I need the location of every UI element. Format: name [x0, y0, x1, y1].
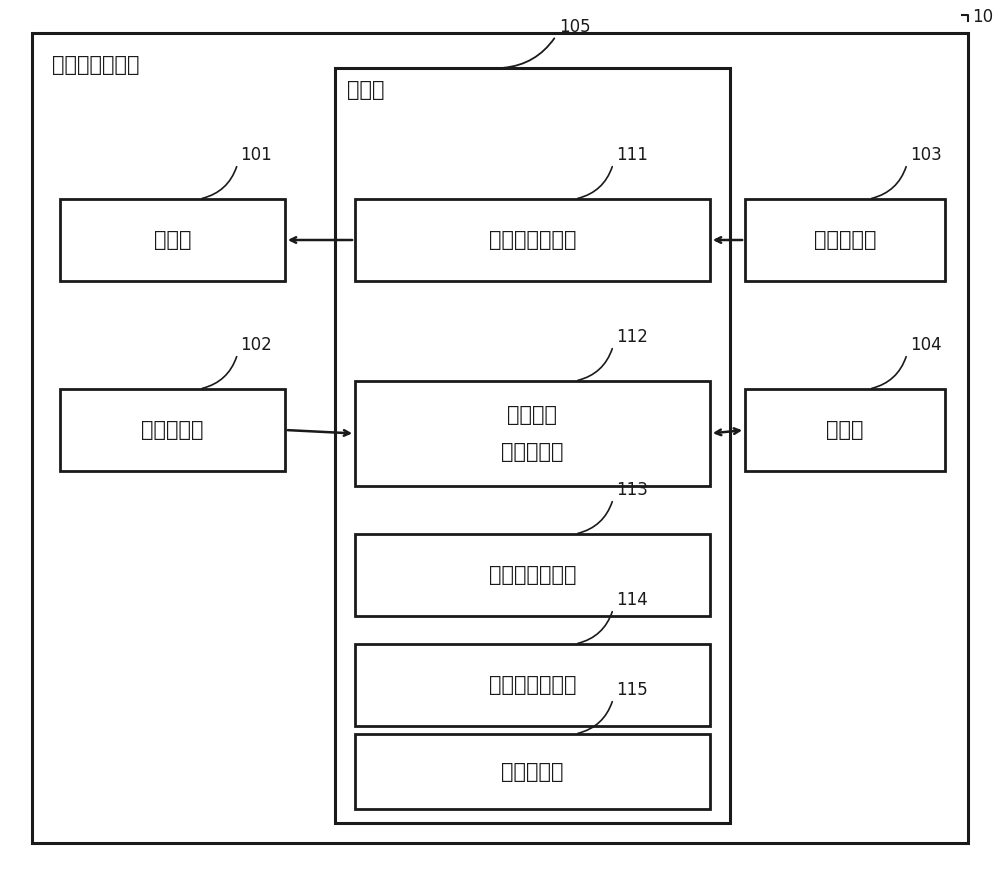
- Text: 通信部: 通信部: [826, 420, 864, 440]
- Bar: [355, 644, 710, 726]
- Text: 范围算出部: 范围算出部: [501, 442, 564, 463]
- Text: 105: 105: [559, 18, 591, 36]
- Text: 致动器: 致动器: [154, 230, 191, 250]
- Text: 自主飞行机器人: 自主飞行机器人: [52, 55, 140, 75]
- Text: 人物信息取得部: 人物信息取得部: [489, 230, 576, 250]
- Text: 103: 103: [910, 146, 942, 164]
- Text: 移动路径生成部: 移动路径生成部: [489, 675, 576, 695]
- Text: 101: 101: [240, 146, 272, 164]
- Bar: [335, 68, 730, 823]
- Bar: [60, 199, 285, 281]
- Bar: [355, 199, 710, 281]
- Bar: [60, 389, 285, 471]
- Text: 102: 102: [240, 336, 272, 354]
- Bar: [745, 389, 945, 471]
- Text: 控制部: 控制部: [347, 80, 384, 100]
- Text: 位置测定部: 位置测定部: [141, 420, 204, 440]
- Text: 104: 104: [910, 336, 942, 354]
- Text: 115: 115: [616, 681, 648, 699]
- Text: 113: 113: [616, 481, 648, 499]
- Bar: [355, 534, 710, 616]
- Bar: [355, 734, 710, 809]
- Text: 图像取得部: 图像取得部: [814, 230, 876, 250]
- Text: 111: 111: [616, 146, 648, 164]
- Text: 112: 112: [616, 328, 648, 346]
- Text: 114: 114: [616, 591, 648, 609]
- Bar: [745, 199, 945, 281]
- Text: 10: 10: [972, 8, 993, 26]
- Bar: [355, 381, 710, 486]
- Text: 移动范围决定部: 移动范围决定部: [489, 565, 576, 585]
- Text: 视觉识别: 视觉识别: [507, 405, 557, 424]
- Text: 移动控制部: 移动控制部: [501, 761, 564, 781]
